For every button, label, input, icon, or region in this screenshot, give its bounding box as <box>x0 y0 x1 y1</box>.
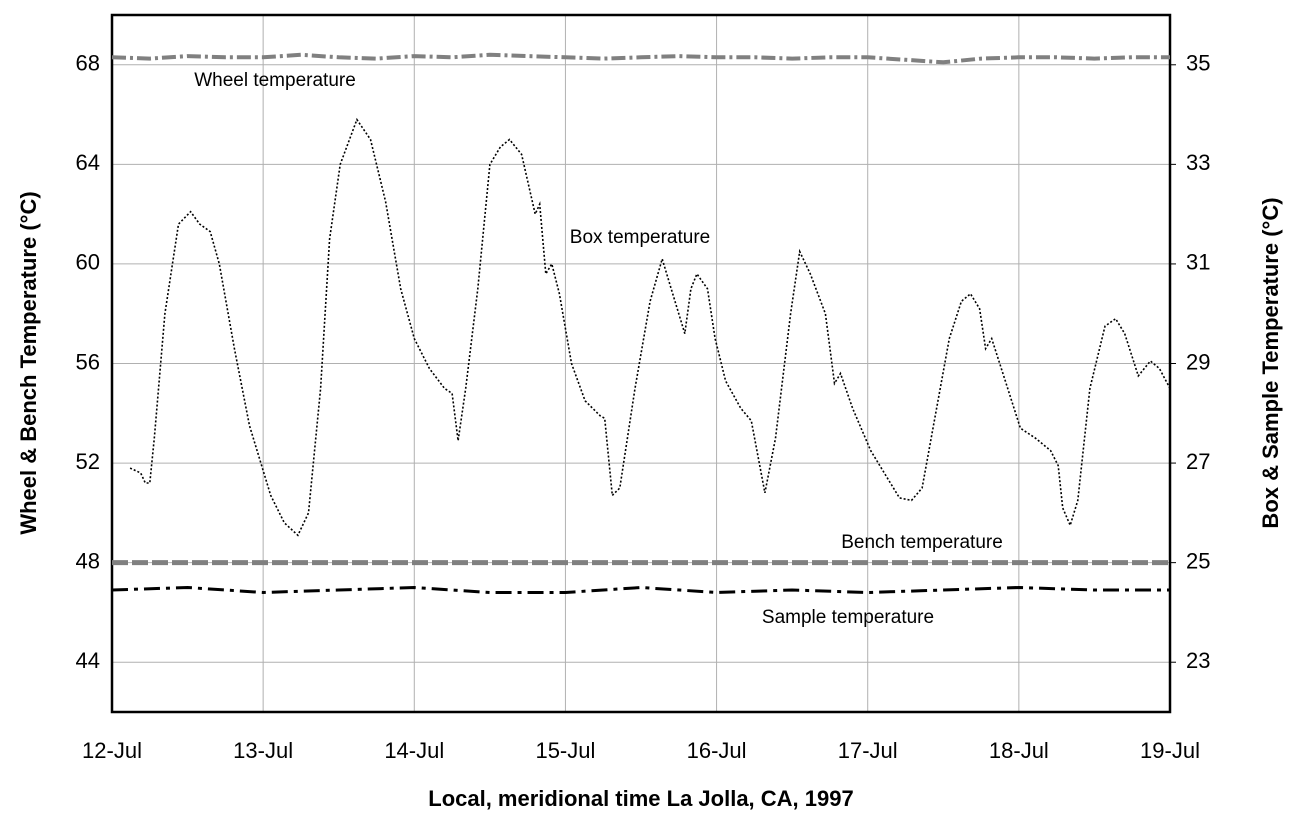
y-tick-label: 48 <box>76 548 100 573</box>
annotation: Box temperature <box>570 227 710 248</box>
x-tick-label: 14-Jul <box>384 738 444 763</box>
y-tick-label: 56 <box>76 349 100 374</box>
x-tick-label: 19-Jul <box>1140 738 1200 763</box>
y2-tick-label: 31 <box>1186 250 1210 275</box>
y-tick-label: 52 <box>76 449 100 474</box>
y2-tick-label: 35 <box>1186 51 1210 76</box>
y2-tick-label: 25 <box>1186 548 1210 573</box>
annotation: Bench temperature <box>841 532 1003 553</box>
y-tick-label: 68 <box>76 51 100 76</box>
y2-axis-label: Box & Sample Temperature (°C) <box>1258 197 1283 528</box>
y-axis-label: Wheel & Bench Temperature (°C) <box>16 191 41 534</box>
series-line <box>111 585 1170 595</box>
x-axis-label: Local, meridional time La Jolla, CA, 199… <box>428 786 853 811</box>
y2-tick-label: 23 <box>1186 648 1210 673</box>
annotation: Wheel temperature <box>194 70 356 91</box>
y2-tick-label: 27 <box>1186 449 1210 474</box>
annotation: Sample temperature <box>762 607 934 628</box>
x-tick-label: 15-Jul <box>535 738 595 763</box>
y-tick-label: 44 <box>76 648 100 673</box>
x-tick-label: 13-Jul <box>233 738 293 763</box>
x-tick-label: 17-Jul <box>838 738 898 763</box>
y2-tick-label: 29 <box>1186 349 1210 374</box>
x-tick-label: 12-Jul <box>82 738 142 763</box>
series-line <box>111 52 1170 65</box>
x-tick-label: 18-Jul <box>989 738 1049 763</box>
y2-tick-label: 33 <box>1186 150 1210 175</box>
x-tick-label: 16-Jul <box>687 738 747 763</box>
plot-frame <box>110 13 1172 714</box>
series-line <box>129 117 1171 537</box>
y-tick-label: 64 <box>76 150 100 175</box>
y-tick-label: 60 <box>76 250 100 275</box>
